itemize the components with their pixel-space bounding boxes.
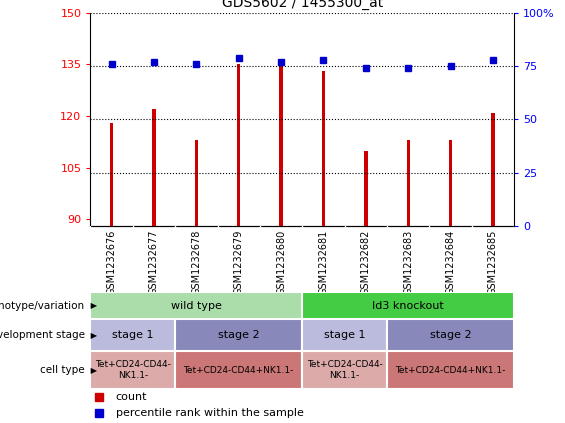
Text: ▶: ▶ (88, 331, 97, 340)
Text: stage 2: stage 2 (430, 330, 471, 340)
Bar (302, 319, 387, 351)
Bar (90, 351, 175, 389)
Bar (364, 151, 368, 226)
Text: percentile rank within the sample: percentile rank within the sample (116, 408, 304, 418)
Text: GSM1232680: GSM1232680 (276, 230, 286, 295)
Bar (302, 351, 387, 389)
Text: Id3 knockout: Id3 knockout (372, 301, 444, 310)
Bar (449, 140, 452, 226)
Text: Tet+CD24-CD44-
NK1.1-: Tet+CD24-CD44- NK1.1- (95, 360, 171, 380)
Bar (322, 71, 325, 226)
Text: GSM1232682: GSM1232682 (361, 230, 371, 295)
Bar (237, 64, 241, 226)
Text: Tet+CD24-CD44-
NK1.1-: Tet+CD24-CD44- NK1.1- (307, 360, 383, 380)
Text: GSM1232681: GSM1232681 (319, 230, 328, 295)
Text: development stage: development stage (0, 330, 85, 340)
Text: GSM1232677: GSM1232677 (149, 230, 159, 295)
Bar (90, 292, 302, 319)
Text: GSM1232678: GSM1232678 (192, 230, 201, 295)
Bar (387, 351, 514, 389)
Bar (302, 292, 514, 319)
Text: stage 1: stage 1 (112, 330, 154, 340)
Title: GDS5602 / 1455300_at: GDS5602 / 1455300_at (221, 0, 383, 10)
Bar (90, 319, 175, 351)
Text: stage 2: stage 2 (218, 330, 259, 340)
Text: GSM1232676: GSM1232676 (107, 230, 116, 295)
Bar (110, 123, 113, 226)
Text: genotype/variation: genotype/variation (0, 301, 85, 310)
Bar (492, 113, 495, 226)
Text: GSM1232685: GSM1232685 (488, 230, 498, 295)
Bar (175, 319, 302, 351)
Text: Tet+CD24-CD44+NK1.1-: Tet+CD24-CD44+NK1.1- (396, 365, 506, 375)
Text: stage 1: stage 1 (324, 330, 366, 340)
Text: wild type: wild type (171, 301, 222, 310)
Bar (153, 109, 156, 226)
Text: GSM1232684: GSM1232684 (446, 230, 455, 295)
Text: ▶: ▶ (88, 365, 97, 375)
Bar (280, 64, 283, 226)
Bar (194, 140, 198, 226)
Bar (175, 351, 302, 389)
Bar (387, 319, 514, 351)
Text: ▶: ▶ (88, 301, 97, 310)
Text: GSM1232679: GSM1232679 (234, 230, 244, 295)
Text: GSM1232683: GSM1232683 (403, 230, 413, 295)
Bar (407, 140, 410, 226)
Text: cell type: cell type (40, 365, 85, 375)
Text: Tet+CD24-CD44+NK1.1-: Tet+CD24-CD44+NK1.1- (184, 365, 294, 375)
Text: count: count (116, 392, 147, 401)
